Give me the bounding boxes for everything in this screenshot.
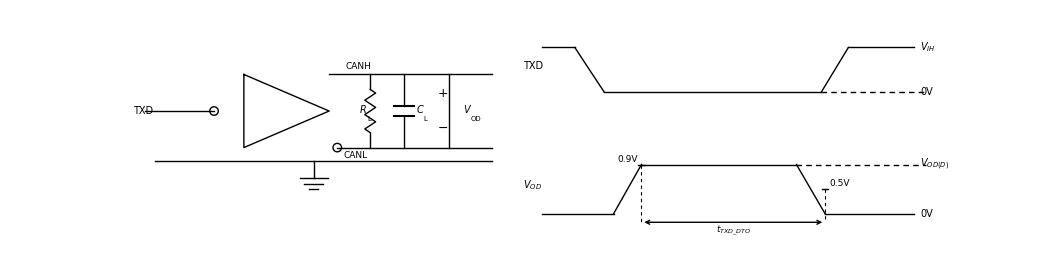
Text: OD: OD bbox=[471, 116, 482, 122]
Text: L: L bbox=[367, 116, 371, 122]
Text: $V_{OD(D)}$: $V_{OD(D)}$ bbox=[920, 157, 950, 172]
Text: CANL: CANL bbox=[344, 151, 368, 161]
Text: R: R bbox=[360, 105, 366, 115]
Text: −: − bbox=[438, 122, 448, 135]
Text: 0.9V: 0.9V bbox=[618, 155, 638, 164]
Text: $t_{TXD\_DTO}$: $t_{TXD\_DTO}$ bbox=[715, 223, 751, 238]
Text: TXD: TXD bbox=[523, 61, 543, 71]
Text: CANH: CANH bbox=[345, 62, 371, 70]
Text: $V_{IH}$: $V_{IH}$ bbox=[920, 41, 936, 54]
Text: 0V: 0V bbox=[920, 209, 933, 219]
Text: $V_{OD}$: $V_{OD}$ bbox=[523, 179, 542, 192]
Text: 0.5V: 0.5V bbox=[830, 179, 850, 188]
Text: L: L bbox=[423, 116, 427, 122]
Text: +: + bbox=[438, 87, 448, 100]
Text: C: C bbox=[417, 105, 424, 115]
Text: 0V: 0V bbox=[920, 87, 933, 97]
Text: TXD: TXD bbox=[133, 106, 154, 116]
Text: V: V bbox=[463, 105, 470, 115]
